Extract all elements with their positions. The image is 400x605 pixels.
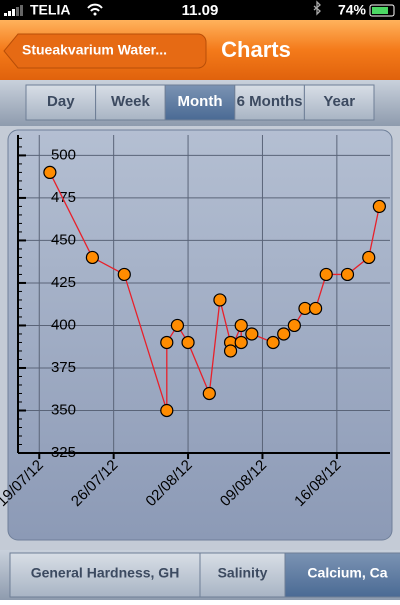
tab-button[interactable] <box>284 552 400 598</box>
data-point <box>223 344 238 358</box>
wifi-icon <box>87 3 103 12</box>
segment-label: Year <box>323 93 355 110</box>
data-point <box>340 267 355 282</box>
segment-button[interactable] <box>164 84 236 121</box>
data-point <box>234 335 248 350</box>
bluetooth-icon <box>313 0 321 16</box>
back-label: Stueakvarium Water... <box>22 42 167 58</box>
segment-button[interactable] <box>303 84 375 121</box>
y-tick-label: 450 <box>51 231 76 248</box>
tab-label: Calcium, Ca <box>307 565 387 581</box>
data-point <box>213 293 227 307</box>
data-point <box>234 318 248 333</box>
segment-label: Day <box>47 93 75 110</box>
data-point <box>85 250 100 265</box>
carrier: TELIA <box>30 2 70 18</box>
data-point <box>43 165 57 180</box>
data-point <box>319 267 333 282</box>
data-point <box>117 267 131 282</box>
y-tick-label: 350 <box>51 401 76 418</box>
data-point <box>245 327 259 341</box>
data-point <box>266 335 280 350</box>
segment-label: Month <box>178 93 223 110</box>
data-point <box>362 250 376 265</box>
segment-label: 6 Months <box>237 93 303 110</box>
segment-button[interactable] <box>234 84 305 121</box>
wifi-dot <box>93 12 97 16</box>
y-tick-label: 475 <box>51 189 76 206</box>
data-point <box>170 318 185 333</box>
data-point <box>372 199 386 214</box>
data-point <box>277 327 291 341</box>
nav-title: Charts <box>221 37 291 62</box>
y-tick-label: 425 <box>51 274 76 291</box>
data-point <box>202 386 216 401</box>
battery-icon <box>369 4 395 17</box>
tab-label: Salinity <box>218 565 268 581</box>
data-point <box>309 301 323 316</box>
y-tick-label: 400 <box>51 316 76 333</box>
y-tick-label: 500 <box>51 146 76 163</box>
chart-panel <box>7 129 393 541</box>
data-point <box>181 335 195 350</box>
segment-label: Week <box>111 93 151 110</box>
segment-button[interactable] <box>95 84 166 121</box>
signal-icon <box>4 5 23 16</box>
back-button[interactable] <box>3 33 207 69</box>
data-point <box>287 318 301 333</box>
tab-button[interactable] <box>199 552 286 598</box>
battery-fill <box>372 7 388 14</box>
data-point <box>160 403 174 418</box>
data-point <box>160 335 174 350</box>
y-tick-label: 375 <box>51 359 76 376</box>
battery-level: 74% <box>338 2 367 18</box>
tab-label: General Hardness, GH <box>31 565 180 581</box>
time: 11.09 <box>182 2 219 19</box>
